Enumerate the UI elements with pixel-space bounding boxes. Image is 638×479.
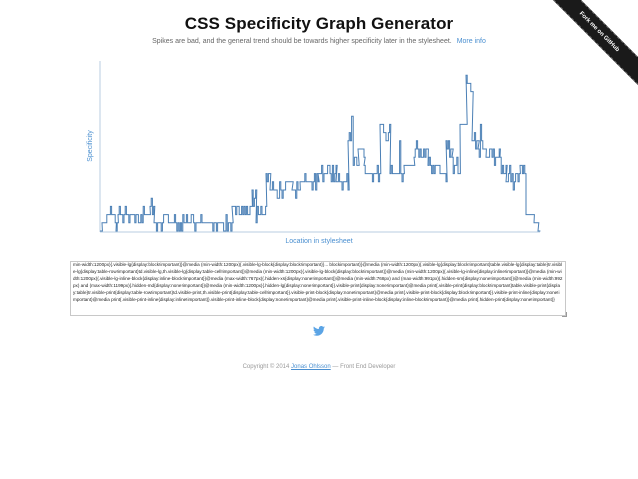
css-input-textarea[interactable]: min-width:1200px){.visible-lg{display:bl… <box>70 261 566 316</box>
page-subtitle: Spikes are bad, and the general trend sh… <box>0 38 638 45</box>
footer-separator: — <box>332 364 339 370</box>
page-title: CSS Specificity Graph Generator <box>184 14 454 33</box>
y-axis-label: Specificity <box>87 130 94 162</box>
twitter-bird-icon[interactable] <box>313 326 325 336</box>
footer-role: Front End Developer <box>340 364 396 370</box>
textarea-resize-handle[interactable] <box>562 312 567 317</box>
footer-author-link[interactable]: Jonas Ohlsson <box>291 364 331 370</box>
more-info-link[interactable]: More info <box>456 38 486 45</box>
footer: Copyright © 2014 Jonas Ohlsson — Front E… <box>0 364 638 370</box>
footer-copyright: Copyright © 2014 <box>242 364 290 370</box>
x-axis-label: Location in stylesheet <box>285 238 352 245</box>
specificity-series-line <box>100 74 541 232</box>
subtitle-text: Spikes are bad, and the general trend sh… <box>152 38 452 45</box>
specificity-chart: Specificity Location in stylesheet <box>87 61 541 245</box>
